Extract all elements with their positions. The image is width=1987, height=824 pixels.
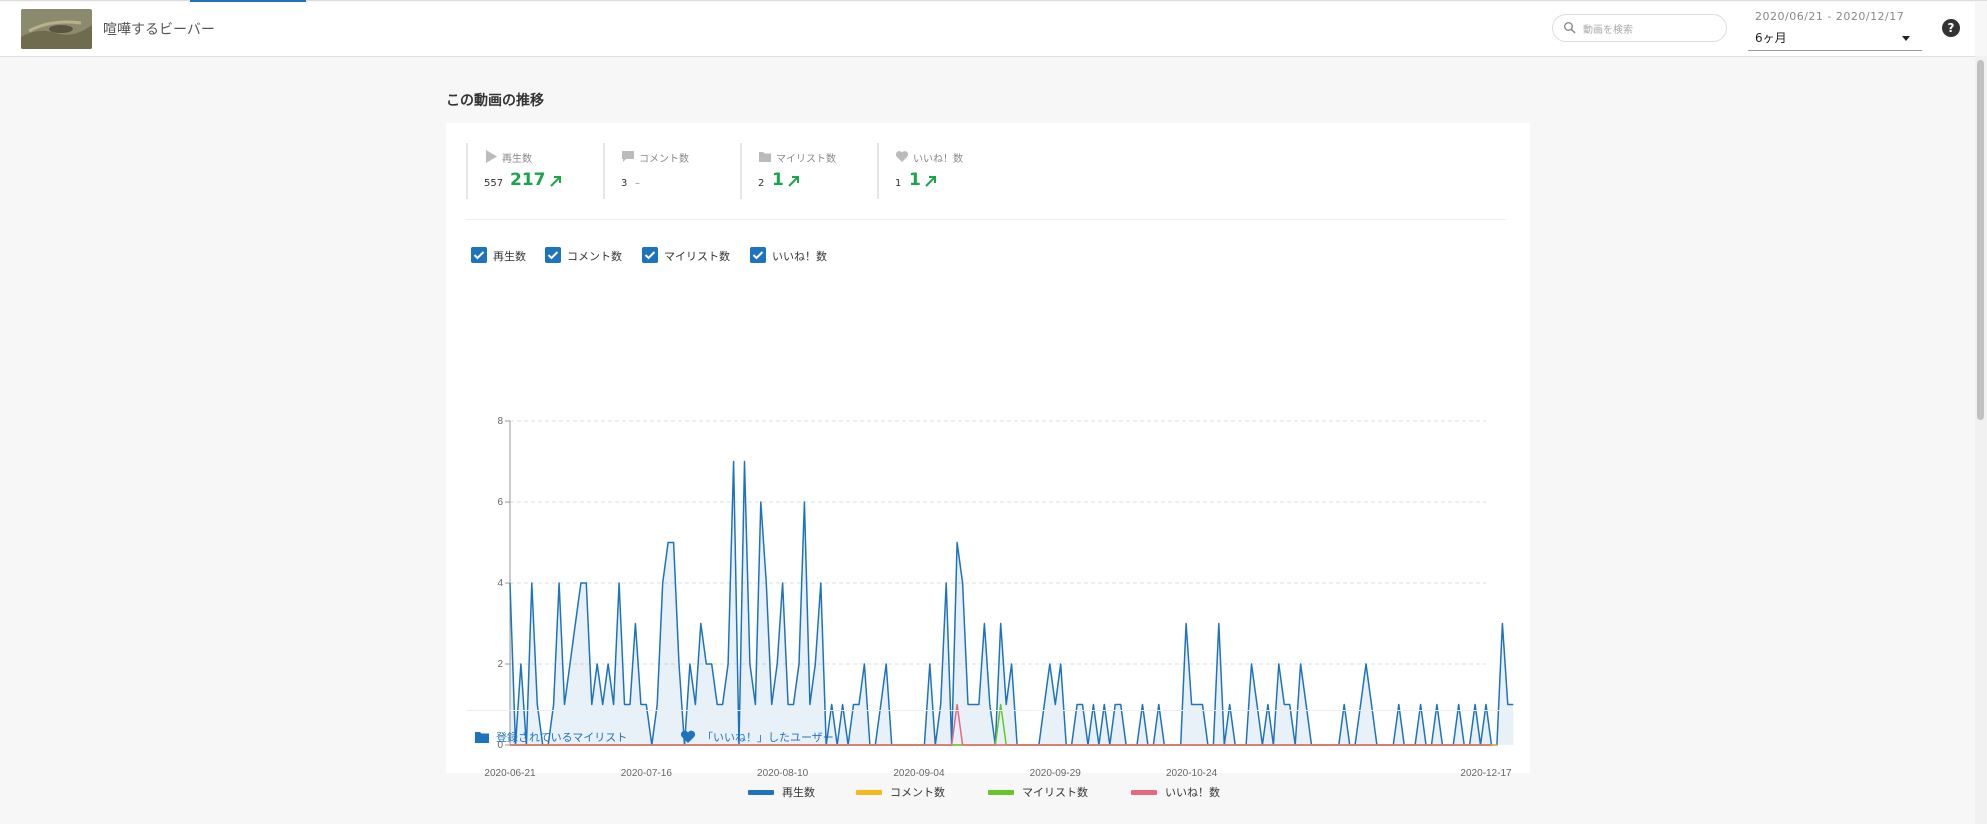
checkbox-checked-icon xyxy=(642,247,658,263)
stat-delta: 1 xyxy=(772,170,784,190)
legend-swatch xyxy=(988,790,1014,795)
stat-total: 557 xyxy=(484,178,504,189)
legend-swatch xyxy=(748,790,774,795)
heart-icon xyxy=(895,151,909,162)
video-title: 喧嘩するビーバー xyxy=(103,22,215,38)
liked-users-link-label: 「いいね！」したユーザー xyxy=(702,731,834,744)
scrollbar-thumb[interactable] xyxy=(1977,60,1984,420)
stat-label: 再生数 xyxy=(502,154,532,165)
x-tick-label: 2020-09-04 xyxy=(893,768,945,779)
stat-total: 1 xyxy=(895,178,902,189)
x-tick-label: 2020-06-21 xyxy=(484,768,536,779)
search-box[interactable]: 動画を検索 xyxy=(1552,14,1727,42)
trend-up-icon xyxy=(788,176,799,187)
y-tick-label: 6 xyxy=(497,497,503,508)
filter-label: 再生数 xyxy=(493,250,526,263)
y-tick-label: 4 xyxy=(497,578,503,589)
filter-label: いいね！数 xyxy=(772,250,827,263)
trend-chart: 0 2 4 6 8 2020-06-21 2020-07-16 2020-08-10 2020-… xyxy=(484,416,1514,799)
y-tick-label: 2 xyxy=(497,659,503,670)
checkbox-checked-icon xyxy=(750,247,766,263)
stat-mylists: マイリスト数 2 1 xyxy=(740,143,862,199)
legend-swatch xyxy=(1131,790,1157,795)
legend-label: 再生数 xyxy=(782,785,815,799)
search-placeholder: 動画を検索 xyxy=(1583,25,1633,36)
period-select[interactable]: 6ヶ月 xyxy=(1748,26,1922,51)
x-tick-label: 2020-07-16 xyxy=(621,768,673,779)
series-line-1 xyxy=(509,460,1514,746)
page-scrollbar[interactable] xyxy=(1975,56,1987,824)
series-area-1 xyxy=(510,461,1514,745)
x-tick-label: 2020-12-17 xyxy=(1460,768,1512,779)
legend-label: マイリスト数 xyxy=(1022,786,1088,799)
y-tick-label: 0 xyxy=(497,740,503,751)
play-icon xyxy=(486,150,497,163)
stat-delta: 1 xyxy=(909,170,921,190)
help-icon[interactable]: ? xyxy=(1942,19,1960,37)
active-tab-indicator xyxy=(190,0,306,2)
folder-icon xyxy=(475,732,489,743)
mylist-link-label: 登録されているマイリスト xyxy=(496,731,628,744)
trend-up-icon xyxy=(550,176,561,187)
video-thumbnail[interactable] xyxy=(21,9,92,49)
divider xyxy=(466,219,1506,220)
app-header: 喧嘩するビーバー 動画を検索 2020/06/21 - 2020/12/17 6… xyxy=(0,2,1975,57)
stat-no-change: – xyxy=(635,178,640,189)
heart-icon xyxy=(680,730,696,743)
x-tick-label: 2020-10-24 xyxy=(1166,768,1218,779)
stat-likes: いいね！数 1 1 xyxy=(877,143,999,199)
checkbox-checked-icon xyxy=(545,247,561,263)
folder-icon xyxy=(759,152,771,162)
trend-up-icon xyxy=(925,176,936,187)
series-line-4 xyxy=(510,703,1492,746)
filter-label: コメント数 xyxy=(567,250,622,263)
date-range: 2020/06/21 - 2020/12/17 xyxy=(1755,10,1905,23)
x-tick-label: 2020-09-29 xyxy=(1030,768,1082,779)
stat-label: いいね！数 xyxy=(913,154,963,165)
y-tick-label: 8 xyxy=(497,416,503,427)
legend-swatch xyxy=(856,790,882,795)
filter-label: マイリスト数 xyxy=(664,250,730,263)
search-icon xyxy=(1564,22,1576,34)
stat-comments: コメント数 3 – xyxy=(603,143,725,199)
stats-card: 再生数 557 217 コメント数 3 – マイリスト数 2 1 いいね！数 1… xyxy=(446,123,1530,799)
checkbox-checked-icon xyxy=(471,247,487,263)
stat-views: 再生数 557 217 xyxy=(466,143,588,199)
divider xyxy=(466,710,1506,711)
legend-label: コメント数 xyxy=(890,786,945,799)
stat-delta: 217 xyxy=(510,170,546,190)
legend-label: いいね！数 xyxy=(1165,786,1220,799)
period-select-value: 6ヶ月 xyxy=(1755,31,1787,45)
section-title: この動画の推移 xyxy=(446,93,544,109)
stat-label: マイリスト数 xyxy=(776,154,836,165)
caret-down-icon xyxy=(1902,36,1910,41)
stat-label: コメント数 xyxy=(639,154,689,165)
stat-total: 3 xyxy=(621,178,628,189)
stat-total: 2 xyxy=(758,178,765,189)
top-border xyxy=(0,0,1987,1)
comment-icon xyxy=(622,151,634,162)
x-tick-label: 2020-08-10 xyxy=(757,768,809,779)
